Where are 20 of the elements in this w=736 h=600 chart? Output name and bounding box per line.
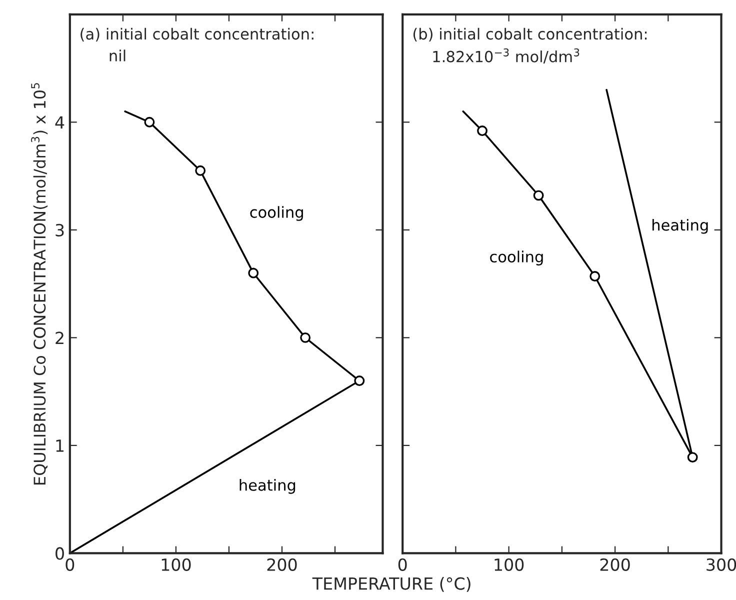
x-tick-label: 100 [494,558,524,571]
series-label: heating [652,218,708,234]
y-tick-label: 4 [55,116,64,128]
series-label: cooling [250,206,303,221]
y-tick-label: 2 [56,332,64,344]
series-label: heating [240,479,296,494]
x-axis-title: TEMPERATURE (°C) [312,576,470,592]
x-tick-label: 0 [66,558,74,571]
series-label: cooling [490,250,543,266]
text: (b) initial cobalt concentration: 1.82x10$^{−3}$ mol/dm$^{3}$ [413,28,647,64]
y-tick-label: 1 [56,440,64,452]
x-tick-label: 200 [600,558,630,571]
y-axis-title: EQUILIBRIUM Co CONCENTRATION(mol/dm$^{3}$) x 10$^{5}$ [31,83,48,484]
text: (a) initial cobalt concentration: nil [80,28,314,62]
x-tick-label: 300 [706,558,736,571]
x-tick-label: 200 [267,558,297,571]
x-tick-label: 0 [398,558,407,571]
x-tick-label: 100 [162,558,191,571]
y-tick-label: 3 [56,224,64,236]
y-tick-label: 0 [56,547,64,560]
